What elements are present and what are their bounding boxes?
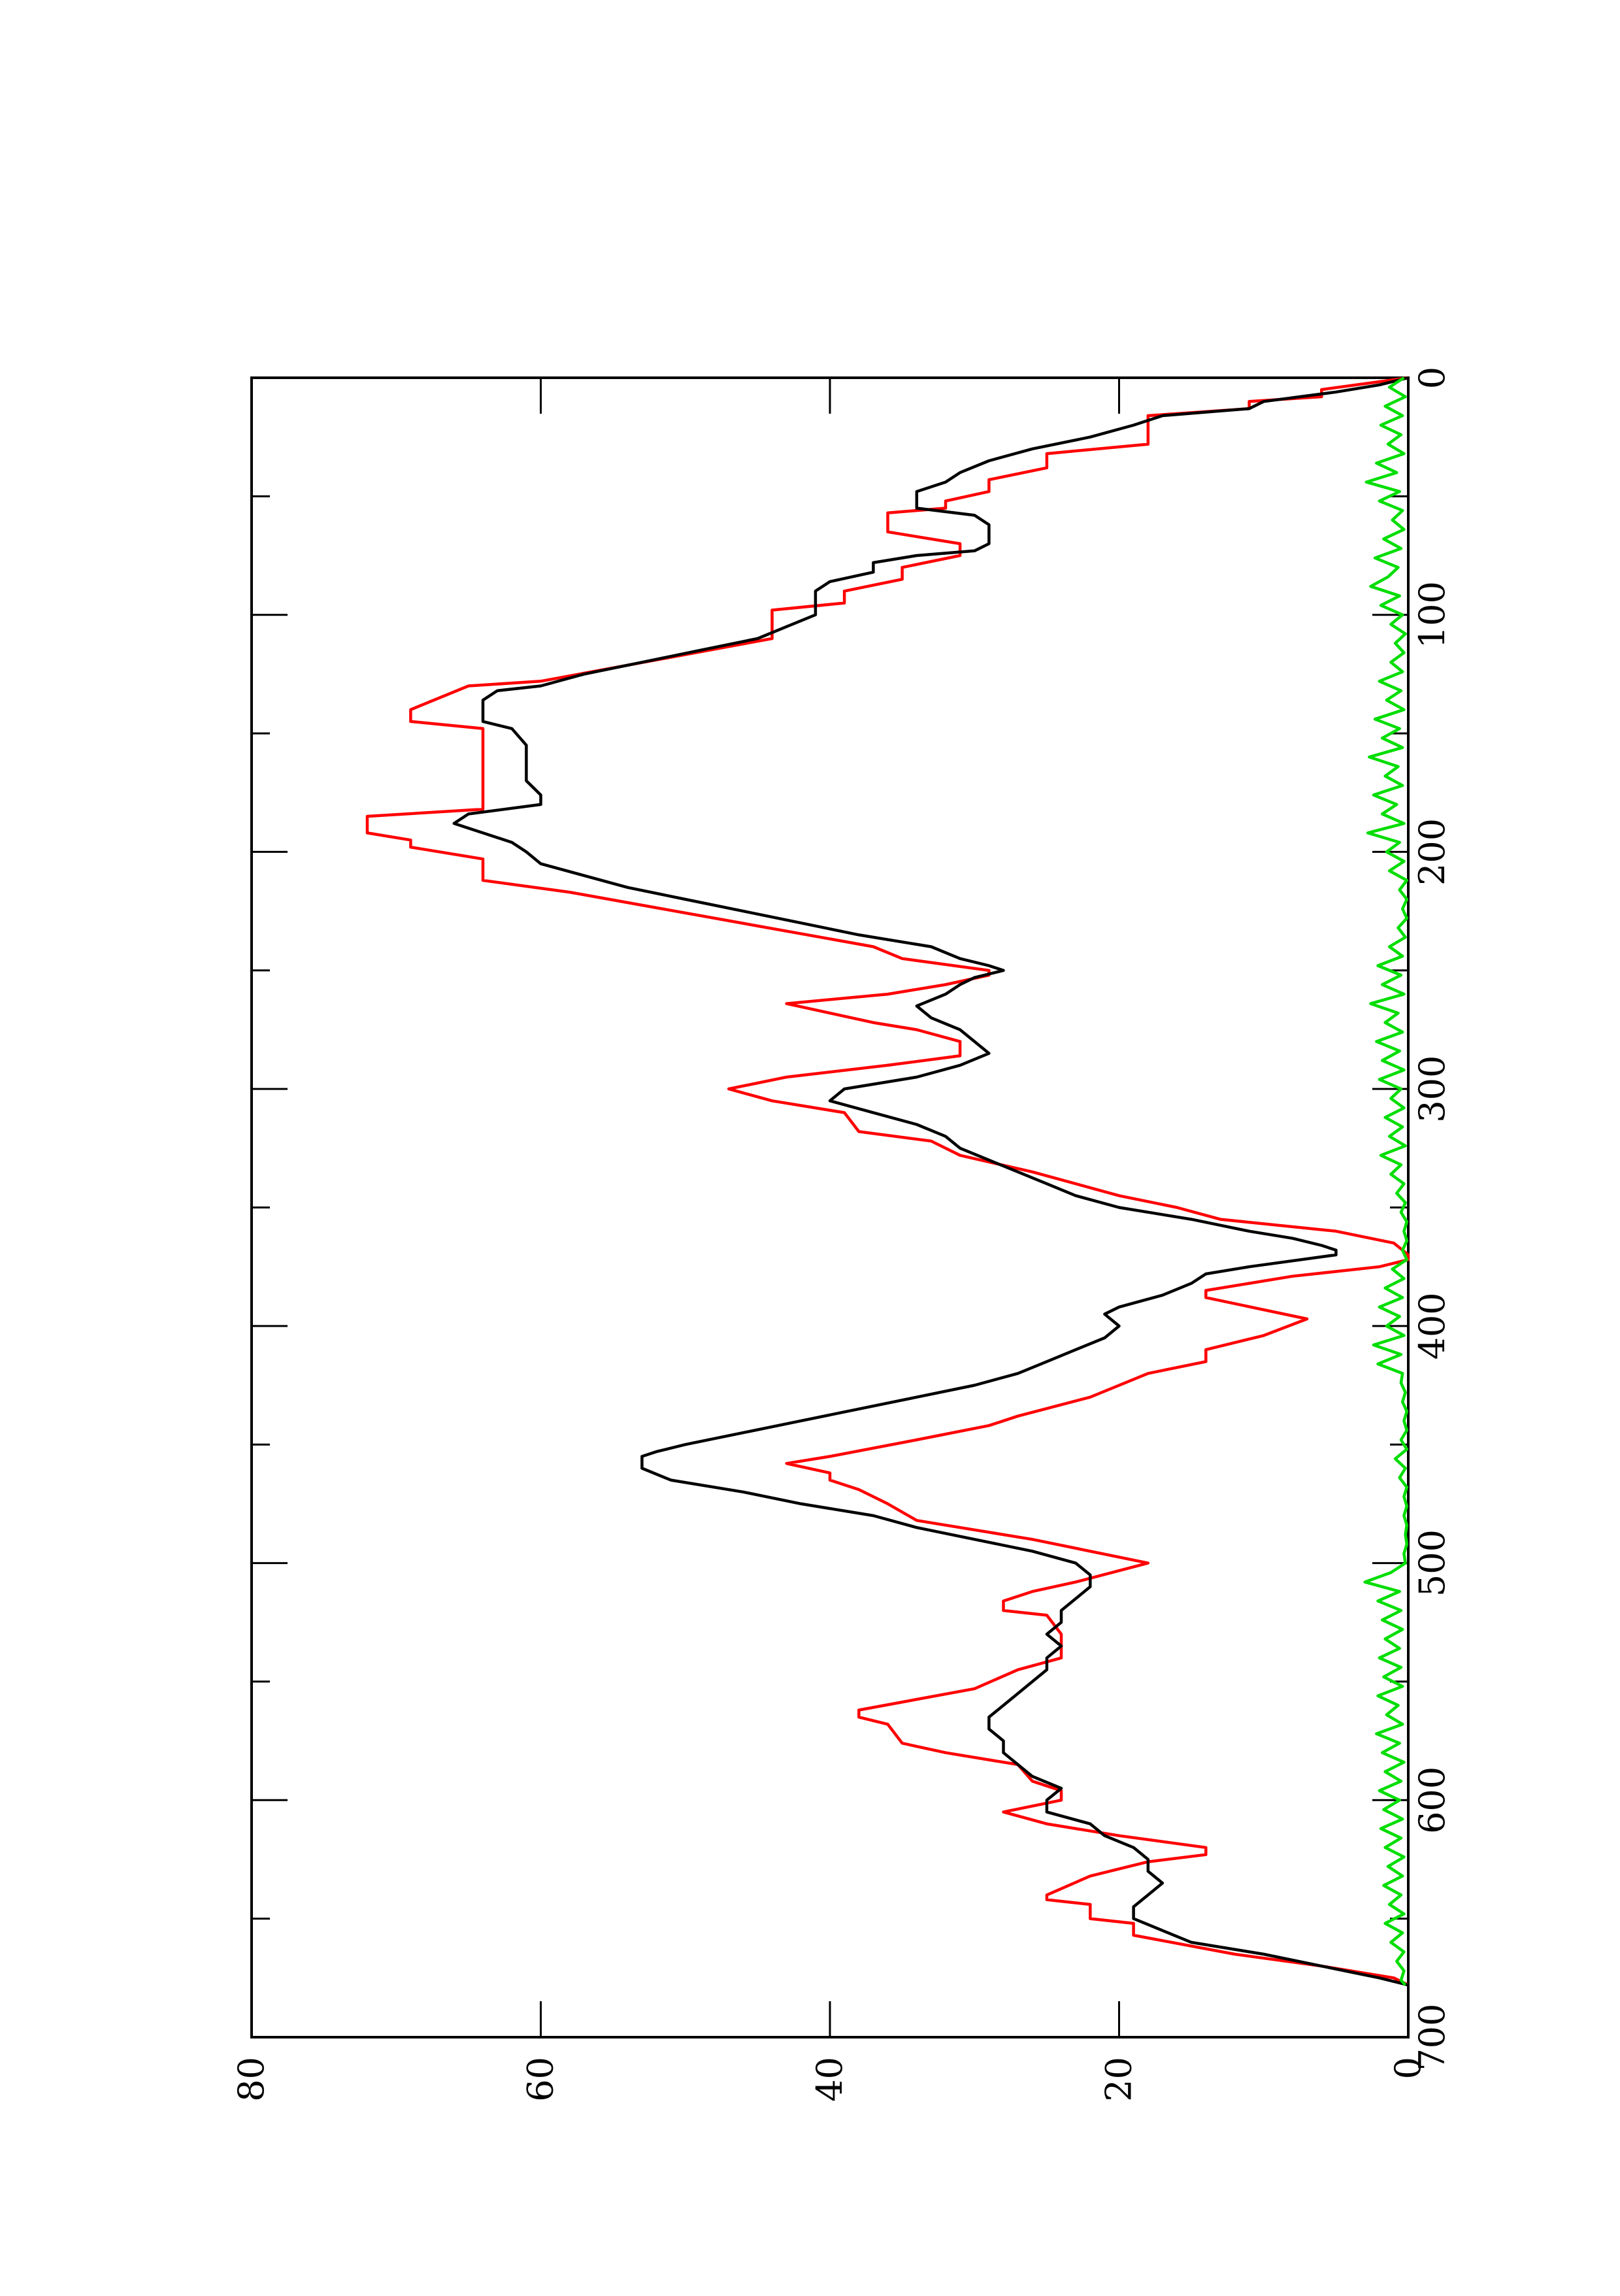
y-tick-label: 60 xyxy=(520,2057,561,2102)
black-series-line xyxy=(452,376,1409,1987)
y-tick-label: 0 xyxy=(1387,2057,1429,2079)
y-tick-label: 80 xyxy=(231,2057,272,2102)
x-tick-label: 200 xyxy=(1412,818,1453,886)
x-tick-label: 300 xyxy=(1412,1056,1453,1123)
x-tick-label: 600 xyxy=(1412,1767,1453,1834)
x-tick-label: 0 xyxy=(1412,367,1453,389)
green-series-line xyxy=(1363,376,1409,1986)
y-tick-label: 20 xyxy=(1099,2057,1140,2102)
ticks xyxy=(250,376,1410,2038)
x-tick-label: 500 xyxy=(1412,1529,1453,1597)
x-tick-label: 400 xyxy=(1412,1292,1453,1359)
series-lines xyxy=(365,376,1410,1987)
x-minor-ticks xyxy=(252,495,1408,1920)
y-tick-label: 40 xyxy=(809,2057,850,2102)
plot-frame xyxy=(250,376,1410,2038)
x-tick-label: 700 xyxy=(1412,2003,1453,2071)
red-series-line xyxy=(365,376,1410,1987)
x-tick-label: 100 xyxy=(1412,581,1453,648)
